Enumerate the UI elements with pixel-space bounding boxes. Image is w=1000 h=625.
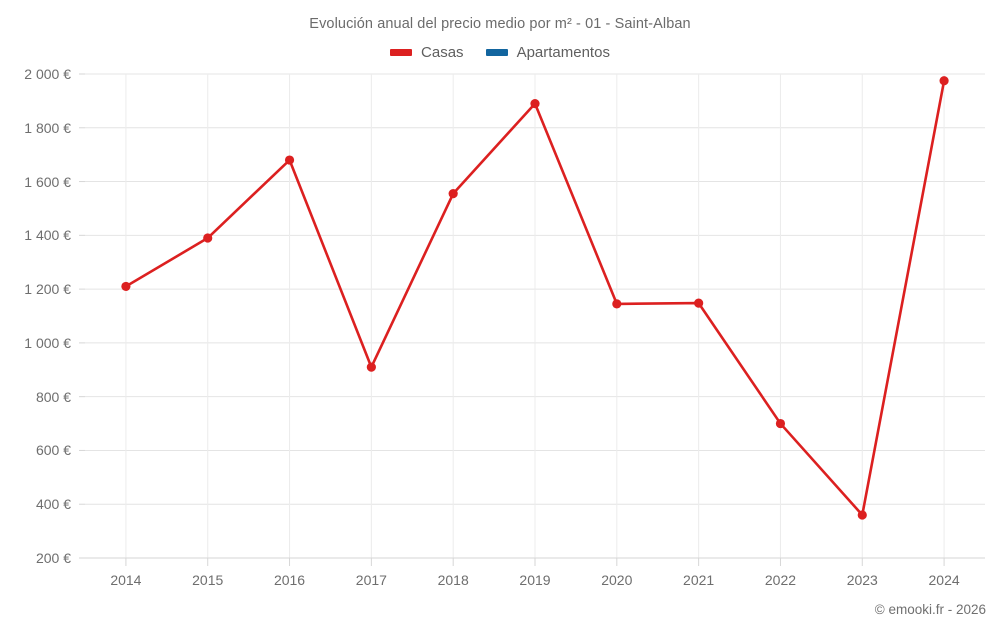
legend-swatch-casas [390, 49, 413, 56]
data-point[interactable] [857, 510, 867, 520]
y-axis-tick-label: 1 200 € [24, 281, 71, 298]
data-point[interactable] [939, 76, 949, 86]
footer-credit: © emooki.fr - 2026 [874, 602, 986, 617]
x-axis-tick-label: 2021 [683, 572, 715, 588]
x-axis-tick-label: 2019 [519, 572, 551, 588]
data-point[interactable] [694, 298, 704, 308]
y-axis-tick-label: 800 € [35, 388, 71, 405]
legend-swatch-apartamentos [485, 49, 508, 56]
y-axis-tick-label: 1 600 € [24, 173, 71, 190]
y-axis-tick-label: 400 € [35, 496, 71, 513]
data-point[interactable] [366, 362, 376, 372]
y-axis-tick-label: 600 € [35, 442, 71, 459]
x-axis-tick-label: 2020 [601, 572, 633, 588]
data-point[interactable] [612, 299, 622, 309]
x-axis-tick-label: 2022 [764, 572, 797, 588]
data-point[interactable] [775, 418, 786, 429]
legend-label-apartamentos: Apartamentos [516, 44, 610, 61]
data-point[interactable] [530, 98, 540, 109]
x-axis-tick-label: 2024 [928, 572, 960, 588]
chart-title: Evolución anual del precio medio por m² … [309, 16, 691, 32]
y-axis-tick-label: 1 800 € [24, 119, 71, 136]
y-axis-tick-label: 200 € [35, 550, 71, 566]
legend-item-casas[interactable]: Casas [390, 44, 464, 61]
x-axis-tick-label: 2023 [846, 572, 878, 588]
x-axis-tick-label: 2018 [437, 572, 469, 588]
data-point[interactable] [203, 233, 213, 243]
data-point[interactable] [448, 189, 458, 199]
x-axis-tick-label: 2015 [192, 572, 224, 588]
x-axis-tick-label: 2016 [273, 572, 306, 588]
y-axis-tick-label: 1 400 € [24, 227, 71, 244]
legend-label-casas: Casas [421, 44, 464, 61]
chart-legend: Casas Apartamentos [0, 44, 1000, 61]
data-point[interactable] [121, 281, 131, 292]
y-axis-tick-label: 2 000 € [24, 66, 71, 82]
legend-item-apartamentos[interactable]: Apartamentos [485, 44, 610, 61]
x-axis-tick-label: 2014 [110, 572, 142, 588]
data-point[interactable] [284, 155, 295, 165]
x-axis-tick-label: 2017 [355, 572, 387, 588]
y-axis-tick-label: 1 000 € [24, 334, 71, 351]
